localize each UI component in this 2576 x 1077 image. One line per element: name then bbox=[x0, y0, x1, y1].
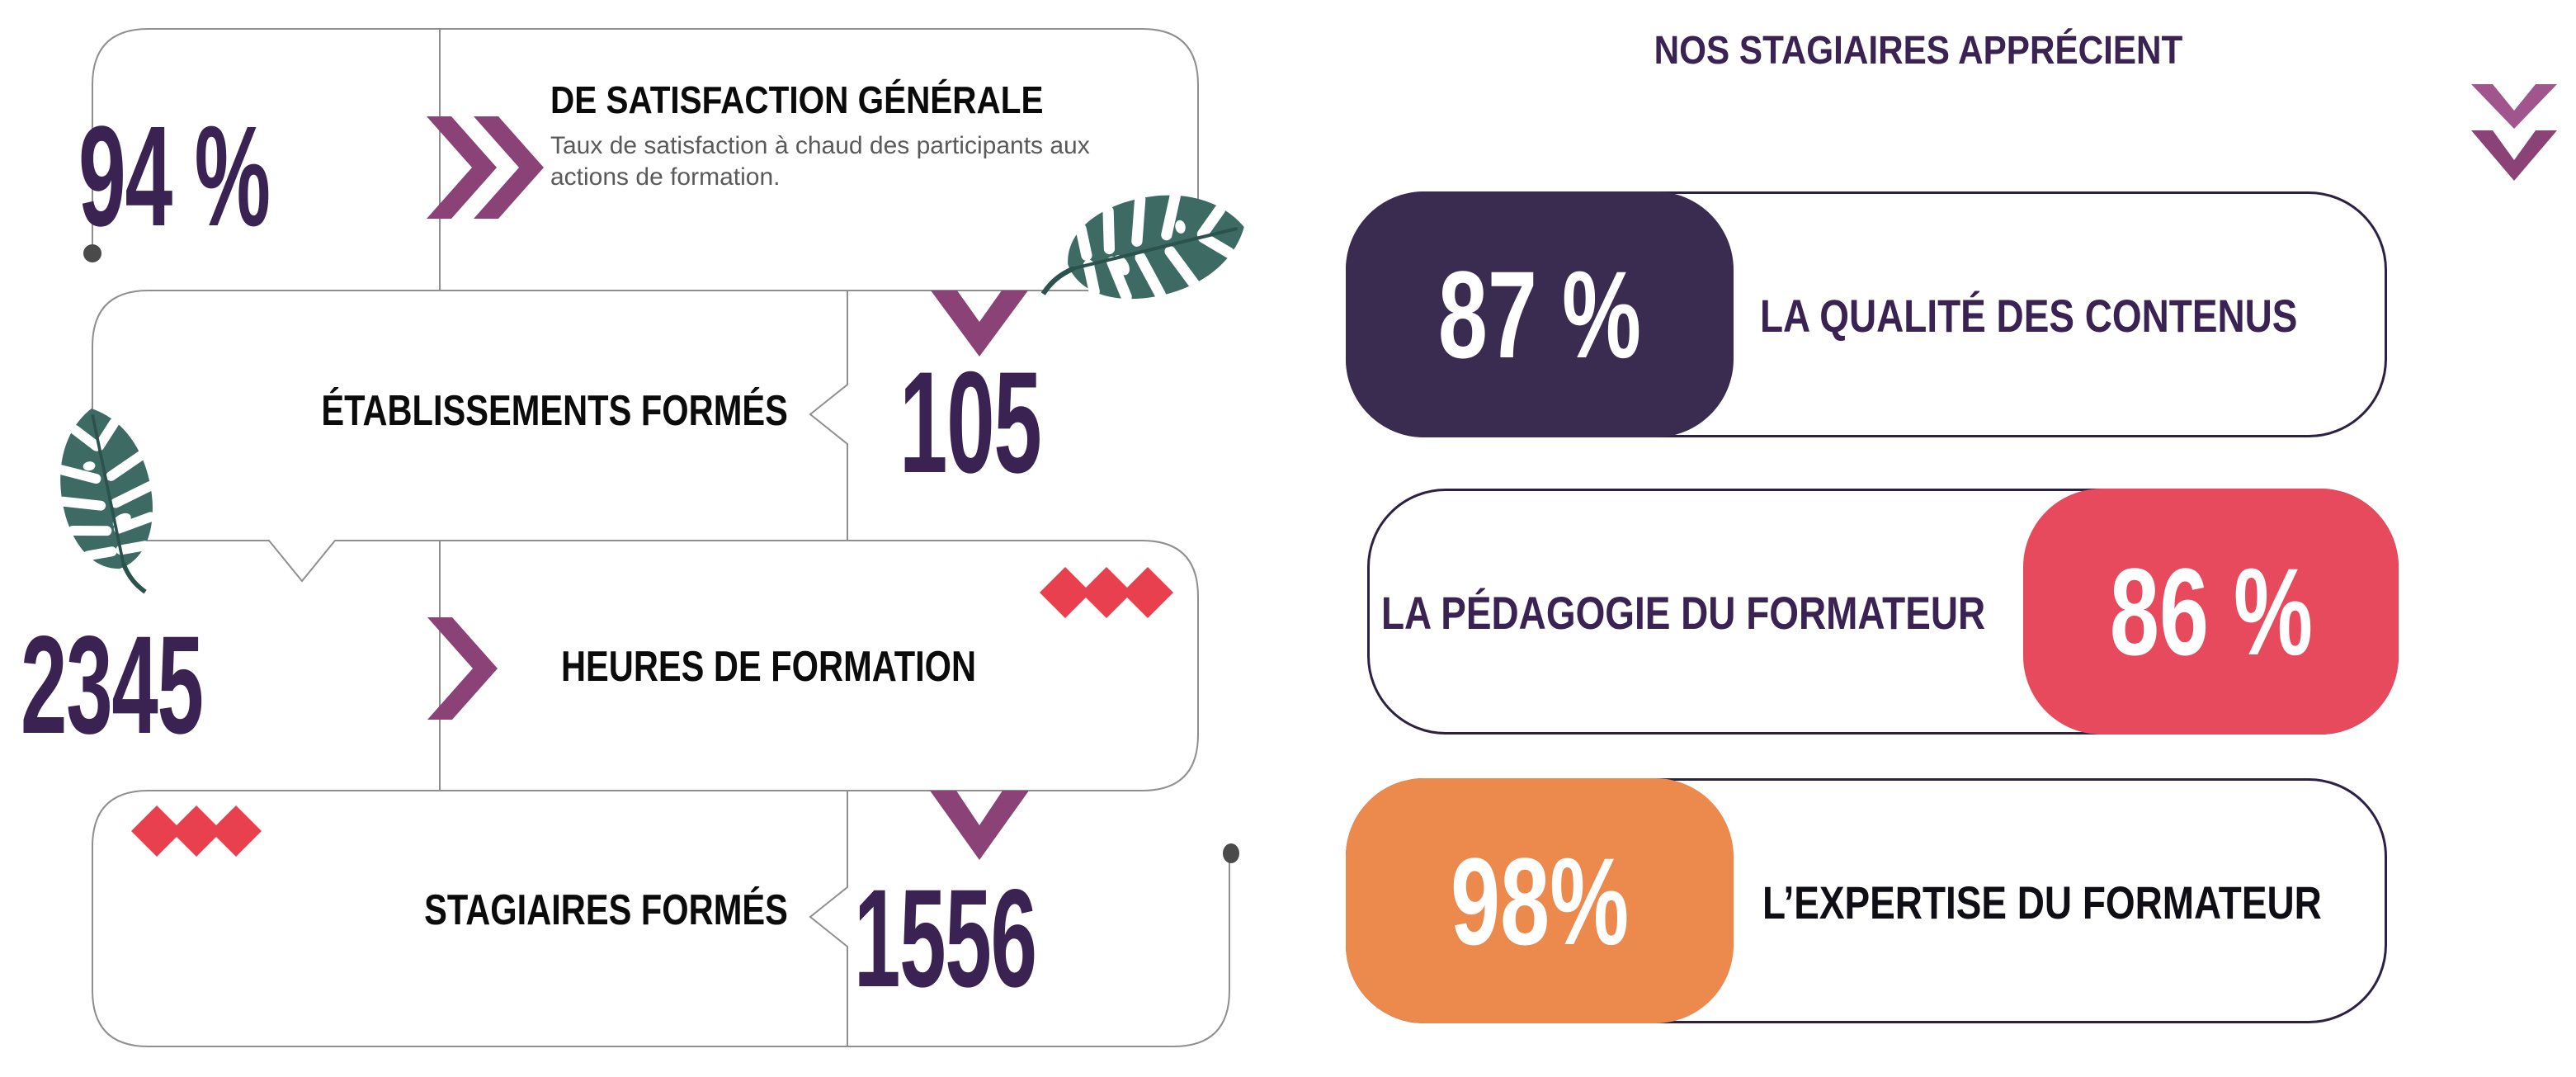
card-value: 87 % bbox=[1437, 245, 1642, 384]
chevron-down-icon bbox=[931, 291, 1028, 357]
card-label: LA QUALITÉ DES CONTENUS bbox=[1760, 290, 2298, 342]
stat-etablissements-label: ÉTABLISSEMENTS FORMÉS bbox=[321, 387, 788, 435]
appreciation-card-pedagogie: 86 % LA PÉDAGOGIE DU FORMATEUR bbox=[1367, 489, 2399, 735]
card-label: LA PÉDAGOGIE DU FORMATEUR bbox=[1381, 587, 1986, 639]
chevron-down-icon bbox=[930, 791, 1029, 860]
monstera-leaf-icon bbox=[1028, 178, 1254, 319]
connector-lines bbox=[0, 28, 1279, 1047]
percentage-pill: 86 % bbox=[2023, 489, 2399, 735]
connector-dot bbox=[83, 244, 101, 262]
appreciation-card-expertise: 98% L’EXPERTISE DU FORMATEUR bbox=[1346, 778, 2387, 1023]
stat-heures-value: 2345 bbox=[21, 607, 204, 763]
percentage-pill: 98% bbox=[1346, 778, 1734, 1023]
stat-stagiaires-label: STAGIAIRES FORMÉS bbox=[424, 886, 788, 934]
monstera-leaf-icon bbox=[47, 401, 168, 603]
double-chevron-down-icon bbox=[2471, 84, 2557, 181]
stat-satisfaction-value: 94 % bbox=[78, 96, 271, 256]
card-label: L’EXPERTISE DU FORMATEUR bbox=[1762, 876, 2322, 928]
stat-stagiaires-value: 1556 bbox=[854, 860, 1037, 1016]
stat-satisfaction-title: DE SATISFACTION GÉNÉRALE bbox=[550, 78, 1044, 121]
diamond-decoration bbox=[131, 567, 1173, 857]
double-chevron-right-icon bbox=[427, 116, 544, 219]
appreciation-card-qualite: 87 % LA QUALITÉ DES CONTENUS bbox=[1346, 191, 2387, 437]
stat-satisfaction-description: Taux de satisfaction à chaud des partici… bbox=[550, 132, 1090, 191]
connector-dot bbox=[1223, 843, 1239, 863]
chevron-right-icon bbox=[427, 617, 498, 720]
appreciation-title: NOS STAGIAIRES APPRÉCIENT bbox=[1654, 29, 2183, 73]
percentage-pill: 87 % bbox=[1346, 191, 1734, 437]
stat-etablissements-value: 105 bbox=[899, 342, 1042, 503]
card-value: 86 % bbox=[2109, 542, 2313, 681]
stat-heures-label: HEURES DE FORMATION bbox=[561, 643, 977, 691]
card-value: 98% bbox=[1450, 831, 1630, 971]
